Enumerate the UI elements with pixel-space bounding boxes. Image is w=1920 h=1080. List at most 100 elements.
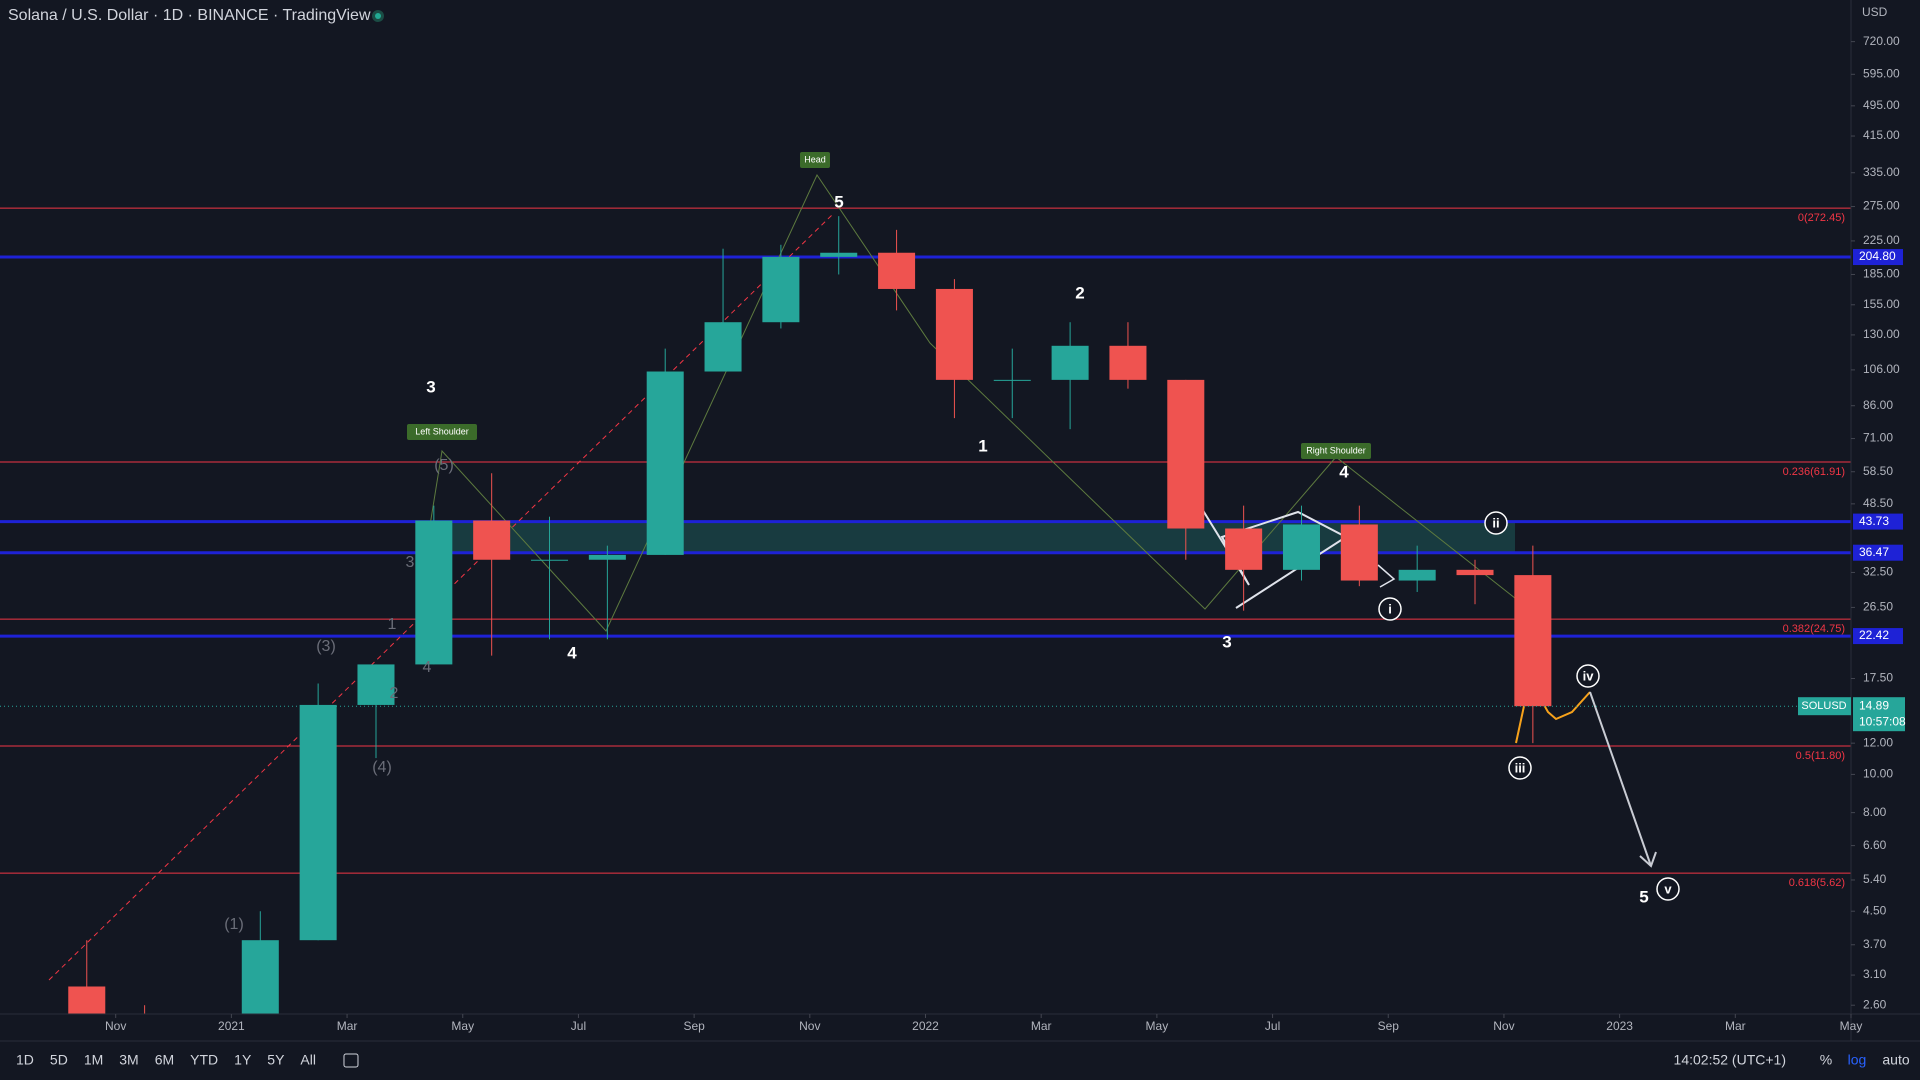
y-tick-label: 48.50 <box>1863 496 1893 510</box>
y-tick-label: 495.00 <box>1863 98 1900 112</box>
symbol-tag <box>1798 697 1851 716</box>
wave-label: 3 <box>1222 632 1231 651</box>
x-tick-label: Jul <box>571 1019 586 1033</box>
subwave-label: (3) <box>316 638 336 655</box>
subwave-label: 3 <box>406 554 415 571</box>
x-tick-label: 2021 <box>218 1019 245 1033</box>
fib-label: 0.236(61.91) <box>1783 466 1845 478</box>
wave-circle <box>1378 597 1402 621</box>
y-tick-label: 86.00 <box>1863 398 1893 412</box>
level-price-label: 22.42 <box>1859 628 1889 642</box>
subwave-label: (5) <box>434 457 454 474</box>
last-price-tag <box>1853 697 1905 732</box>
circled-label: iv <box>1583 668 1595 683</box>
wave-circle <box>1508 756 1532 780</box>
y-tick-label: 130.00 <box>1863 327 1900 341</box>
trend-line <box>48 213 834 981</box>
y-tick-label: 58.50 <box>1863 464 1893 478</box>
y-tick-label: 4.50 <box>1863 903 1887 917</box>
circled-label: i <box>1388 601 1392 616</box>
y-tick-label: 720.00 <box>1863 34 1900 48</box>
x-tick-label: Jul <box>1265 1019 1280 1033</box>
range-button[interactable]: All <box>300 1052 316 1068</box>
candle-body <box>68 986 106 1014</box>
fib-label: 0(272.45) <box>1798 212 1845 224</box>
level-price-label: 36.47 <box>1859 545 1889 559</box>
candle-body <box>1340 524 1378 581</box>
log-toggle[interactable]: log <box>1848 1052 1867 1068</box>
circled-label: v <box>1664 881 1672 896</box>
bottom-toolbar: 1D 5D 1M 3M 6M YTD 1Y 5Y All 14:02:52 (UTC+1)% log… <box>16 1052 1910 1068</box>
x-tick-label: Nov <box>1493 1019 1514 1033</box>
y-tick-label: 5.40 <box>1863 872 1887 886</box>
subwave-label: 1 <box>388 616 397 633</box>
y-tick-label: 71.00 <box>1863 431 1893 445</box>
y-tick-label: 595.00 <box>1863 66 1900 80</box>
wave-label: 4 <box>1339 462 1349 481</box>
plot-area: 0(272.45) 0.236(61.91) 0.382(24.75) 0.5(11.… <box>0 152 1851 1014</box>
range-button[interactable]: YTD <box>190 1052 218 1068</box>
candle-body <box>473 520 511 560</box>
clock: 14:02:52 (UTC+1) <box>1674 1052 1786 1068</box>
wave-circle <box>1576 664 1600 688</box>
level-price-tag <box>1853 544 1903 561</box>
y-tick-label: 415.00 <box>1863 128 1900 142</box>
candle-body <box>1109 345 1147 380</box>
level-price-tag <box>1853 628 1903 645</box>
candle-body <box>1051 345 1089 380</box>
range-button[interactable]: 1D <box>16 1052 34 1068</box>
x-tick-label: 2023 <box>1606 1019 1633 1033</box>
y-tick-label: 12.00 <box>1863 735 1893 749</box>
range-button[interactable]: 5D <box>50 1052 68 1068</box>
wave-label: 4 <box>567 643 577 662</box>
circled-label: iii <box>1515 760 1526 775</box>
x-tick-label: May <box>1840 1019 1863 1033</box>
range-button[interactable]: 6M <box>155 1052 174 1068</box>
fib-label: 0.618(5.62) <box>1789 877 1845 889</box>
candle-body <box>1282 524 1320 570</box>
y-tick-label: 275.00 <box>1863 199 1900 213</box>
auto-toggle[interactable]: auto <box>1882 1052 1909 1068</box>
demand-zone <box>416 521 1515 553</box>
candle-body <box>993 379 1031 381</box>
range-button[interactable]: 1Y <box>234 1052 252 1068</box>
y-tick-label: 3.10 <box>1863 967 1887 981</box>
range-button[interactable]: 1M <box>84 1052 103 1068</box>
pattern-tag <box>1301 443 1371 459</box>
x-tick-label: Mar <box>337 1019 358 1033</box>
percent-toggle[interactable]: % <box>1820 1052 1832 1068</box>
countdown-label: 10:57:08 <box>1859 714 1906 728</box>
level-price-label: 43.73 <box>1859 514 1889 528</box>
candle-body <box>1225 528 1263 570</box>
y-tick-label: 32.50 <box>1863 565 1893 579</box>
currency-selector[interactable]: USD <box>1862 5 1888 19</box>
candle-body <box>241 940 279 1014</box>
date-range-icon[interactable] <box>343 1053 359 1068</box>
candle-body <box>704 322 742 372</box>
candle-body <box>646 371 684 555</box>
candle-body <box>1456 569 1494 576</box>
subwave-label: 4 <box>423 659 432 676</box>
y-tick-label: 6.60 <box>1863 838 1887 852</box>
subwave-label: (1) <box>224 916 244 933</box>
pattern-label: Right Shoulder <box>1306 445 1366 455</box>
head-shoulders-outline <box>415 173 1526 632</box>
wave-label: 2 <box>1075 283 1084 302</box>
y-tick-label: 8.00 <box>1863 805 1887 819</box>
symbol-label: SOLUSD <box>1801 700 1846 712</box>
subwave-label: 2 <box>390 685 399 702</box>
level-price-tag <box>1853 249 1903 266</box>
candle-body <box>299 704 337 941</box>
range-button[interactable]: 3M <box>119 1052 138 1068</box>
range-button[interactable]: 5Y <box>267 1052 285 1068</box>
x-tick-label: Mar <box>1725 1019 1746 1033</box>
arrow-head <box>1639 851 1657 868</box>
circled-label: ii <box>1492 515 1499 530</box>
pattern-tag <box>407 424 477 440</box>
y-tick-label: 106.00 <box>1863 362 1900 376</box>
x-tick-label: 2022 <box>912 1019 939 1033</box>
chart-title: Solana / U.S. Dollar · 1D · BINANCE · Tr… <box>8 7 371 24</box>
arrow-drawing <box>1377 564 1396 588</box>
fib-label: 0.5(11.80) <box>1796 750 1845 762</box>
